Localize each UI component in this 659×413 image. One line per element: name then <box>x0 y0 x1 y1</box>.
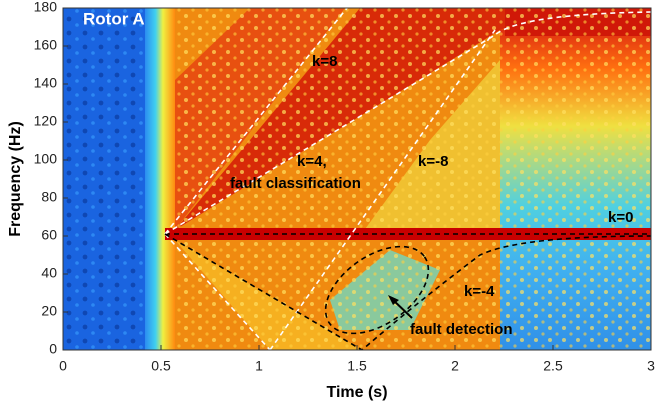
x-tick-label: 2.5 <box>543 358 563 374</box>
x-tick-label: 2 <box>451 358 459 374</box>
annotation: k=4, <box>297 153 327 170</box>
y-tick-label: 60 <box>41 227 57 243</box>
annotation: fault classification <box>230 175 361 192</box>
annotation: k=-4 <box>464 283 495 300</box>
x-tick-label: 1 <box>255 358 263 374</box>
y-axis-label: Frequency (Hz) <box>7 121 24 237</box>
y-tick-label: 80 <box>41 189 57 205</box>
x-tick-label: 3 <box>647 358 655 374</box>
y-tick-label: 120 <box>34 113 58 129</box>
annotation: fault detection <box>410 321 513 338</box>
y-tick-label: 180 <box>34 0 58 15</box>
spectrogram <box>63 8 651 350</box>
y-tick-label: 40 <box>41 265 57 281</box>
x-tick-label: 1.5 <box>347 358 367 374</box>
chart-title: Rotor A <box>83 9 145 28</box>
y-tick-label: 100 <box>34 151 58 167</box>
annotation: k=0 <box>608 209 633 226</box>
x-axis-label: Time (s) <box>326 384 387 401</box>
y-tick-label: 0 <box>49 341 57 357</box>
annotation: k=-8 <box>418 153 448 170</box>
y-tick-label: 140 <box>34 75 58 91</box>
annotation: k=8 <box>312 53 337 70</box>
x-tick-label: 0.5 <box>151 358 171 374</box>
x-tick-label: 0 <box>59 358 67 374</box>
y-tick-label: 160 <box>34 37 58 53</box>
y-tick-label: 20 <box>41 303 57 319</box>
